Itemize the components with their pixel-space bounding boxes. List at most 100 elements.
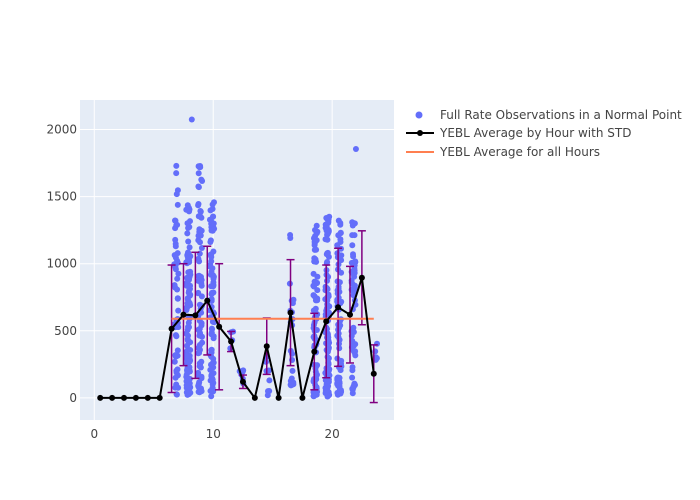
hourly-average-marker	[204, 297, 211, 304]
observation-point	[336, 345, 343, 352]
observation-point	[289, 300, 296, 307]
observation-point	[185, 220, 191, 227]
observation-point	[265, 388, 271, 395]
observation-point	[209, 361, 216, 368]
legend-marker-hourly-average	[417, 130, 423, 136]
observation-point	[172, 374, 179, 381]
observation-point	[207, 388, 214, 394]
observation-point	[208, 291, 215, 298]
legend-item-hourly-average[interactable]: YEBL Average by Hour with STD	[406, 126, 631, 140]
observation-point	[183, 373, 190, 380]
observation-point	[198, 277, 205, 283]
hourly-average-marker	[299, 394, 306, 401]
hourly-average-marker	[370, 370, 377, 377]
observation-point	[198, 214, 205, 221]
hourly-average-marker	[311, 348, 318, 355]
observation-point	[337, 230, 344, 237]
observation-point	[172, 266, 179, 273]
observation-point	[312, 297, 319, 304]
observation-point	[350, 253, 357, 260]
hourly-average-marker	[121, 394, 128, 401]
observation-point	[313, 222, 320, 229]
observation-point	[208, 283, 215, 290]
observation-point	[183, 382, 190, 389]
legend-item-observations[interactable]: Full Rate Observations in a Normal Point	[415, 108, 683, 122]
x-tick-label: 0	[90, 427, 98, 441]
observation-point	[324, 367, 330, 374]
observation-point	[266, 377, 273, 384]
observation-point	[310, 292, 317, 299]
observation-point	[336, 378, 343, 385]
observation-point	[186, 275, 193, 282]
observation-point	[196, 363, 203, 370]
observation-point	[349, 338, 356, 344]
observation-point	[196, 250, 203, 257]
observation-point	[325, 383, 332, 389]
observation-point	[174, 259, 181, 266]
legend[interactable]: Full Rate Observations in a Normal Point…	[406, 108, 682, 159]
observation-point	[349, 242, 356, 249]
observation-point	[195, 273, 202, 280]
observation-point	[210, 275, 217, 282]
hourly-average-marker	[180, 311, 187, 318]
observation-point	[195, 290, 202, 297]
y-tick-label: 1000	[46, 257, 77, 271]
observation-point	[374, 340, 380, 347]
hourly-average-marker	[156, 394, 163, 401]
hourly-average-marker	[144, 394, 151, 401]
observation-point	[313, 230, 320, 237]
observation-point	[184, 358, 191, 365]
observation-point	[171, 282, 178, 289]
y-tick-label: 500	[54, 324, 77, 338]
observation-point	[312, 305, 319, 312]
observation-point	[351, 267, 358, 274]
axis-ticks: 0 10 20 0 500 1000 1500 2000	[46, 123, 339, 441]
observation-point	[196, 389, 203, 396]
y-tick-label: 1500	[46, 190, 77, 204]
observation-point	[197, 164, 204, 171]
observation-point	[208, 251, 215, 258]
observation-point	[195, 383, 202, 390]
observation-point	[174, 352, 181, 359]
observation-point	[324, 277, 330, 284]
observation-point	[195, 350, 202, 357]
hourly-average-marker	[251, 394, 258, 401]
hourly-average-marker	[97, 394, 104, 401]
hourly-average-marker	[132, 394, 139, 401]
observation-point	[195, 255, 202, 262]
observation-point	[209, 206, 216, 212]
observation-point	[338, 269, 345, 276]
observation-point	[198, 373, 205, 380]
observation-point	[187, 347, 194, 353]
observation-point	[208, 393, 215, 400]
observation-point	[325, 227, 332, 233]
observation-point	[185, 390, 192, 397]
observation-point	[351, 220, 358, 227]
observation-point	[174, 201, 181, 208]
x-tick-label: 10	[206, 427, 221, 441]
observation-point	[196, 332, 203, 339]
observation-point	[310, 270, 317, 277]
observation-point	[289, 381, 296, 388]
observation-point	[186, 254, 193, 261]
observation-point	[373, 355, 380, 362]
observation-point	[314, 371, 320, 378]
observation-point	[313, 280, 320, 287]
observation-point	[172, 384, 179, 391]
observation-point	[185, 319, 192, 326]
hourly-average-marker	[109, 394, 116, 401]
observation-point	[173, 170, 180, 177]
hourly-average-marker	[263, 343, 270, 350]
observation-point	[352, 145, 359, 152]
y-tick-label: 2000	[46, 123, 77, 137]
observation-point	[208, 346, 215, 353]
observation-point	[174, 295, 181, 302]
hourly-average-marker	[346, 311, 353, 318]
observation-point	[289, 367, 296, 374]
observation-point	[311, 246, 318, 253]
observation-point	[197, 208, 204, 214]
legend-item-overall-average[interactable]: YEBL Average for all Hours	[406, 145, 600, 159]
observation-point	[172, 332, 179, 339]
observation-point	[209, 265, 216, 272]
